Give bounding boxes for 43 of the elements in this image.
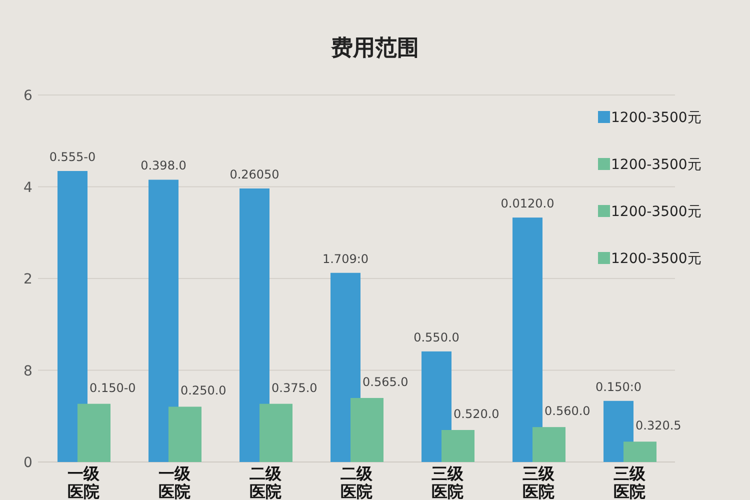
annotation: 0.560.0 xyxy=(544,404,590,418)
x-tick-label: 三级医院 xyxy=(614,464,646,500)
annotation: 1.709:0 xyxy=(322,252,369,266)
annotation: 0.150-0 xyxy=(90,380,136,395)
chart-title: 费用范围 xyxy=(330,36,419,61)
x-tick-label: 三级医院 xyxy=(432,464,464,500)
annotation: 0.550.0 xyxy=(414,330,460,344)
x-tick-label: 一级医院 xyxy=(158,464,192,500)
legend-label: 1200-3500元 xyxy=(611,157,702,173)
x-tick-label: 一级医院 xyxy=(68,464,100,500)
bar xyxy=(422,351,452,462)
bar xyxy=(260,404,292,462)
legend-label: 1200-3500元 xyxy=(611,110,702,126)
annotation: 0.375.0 xyxy=(272,380,318,395)
bar xyxy=(168,406,202,462)
text: 8 xyxy=(24,363,32,380)
legend-label: 1200-3500元 xyxy=(611,251,702,267)
x-tick-label: 二级医院 xyxy=(340,464,374,500)
bar xyxy=(512,218,542,462)
annotation: 0.26050 xyxy=(230,167,280,182)
bar xyxy=(78,404,110,462)
text: 0.555-0 xyxy=(49,150,96,164)
x-tick-label: 三级医院 xyxy=(522,464,556,500)
bar xyxy=(240,188,270,462)
text: 0 xyxy=(24,455,32,471)
annotation: 0.320.5 xyxy=(636,418,682,433)
x-tick-label: 二级医院 xyxy=(250,464,282,500)
bar xyxy=(148,180,178,462)
annotation: 0.398.0 xyxy=(140,158,186,173)
annotation: 0.520.0 xyxy=(454,406,500,421)
bar xyxy=(350,398,384,462)
bar xyxy=(58,171,88,462)
annotation: 0.150:0 xyxy=(595,380,642,394)
bar xyxy=(532,427,566,462)
text: 6 xyxy=(24,88,33,104)
bar xyxy=(442,430,474,462)
annotation: 0.0120.0 xyxy=(500,196,554,211)
annotation: 0.565.0 xyxy=(362,374,408,389)
annotation: 0.250.0 xyxy=(180,384,226,398)
legend-label: 1200-3500元 xyxy=(611,204,702,220)
bar xyxy=(624,442,656,462)
text: 2 xyxy=(24,272,32,288)
text: 4 xyxy=(24,180,33,196)
